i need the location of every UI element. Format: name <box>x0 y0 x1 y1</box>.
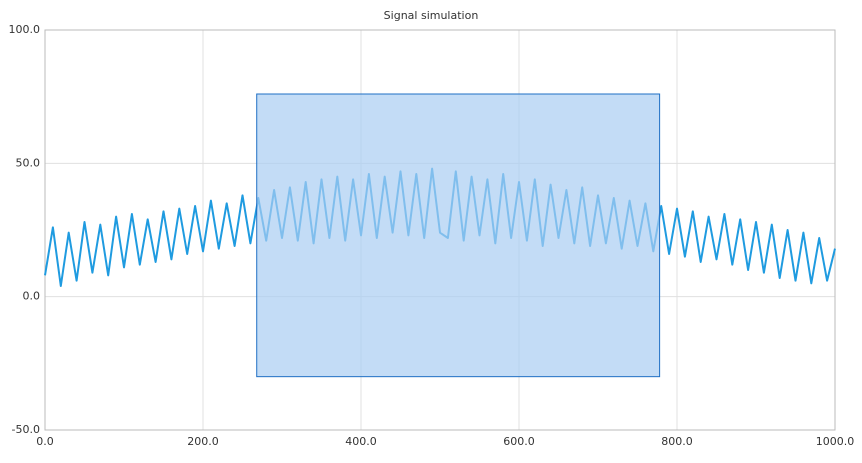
x-tick-label: 0.0 <box>36 435 54 448</box>
x-tick-label: 600.0 <box>503 435 535 448</box>
y-tick-label: -50.0 <box>12 423 40 436</box>
selection-region <box>256 93 661 378</box>
chart-title: Signal simulation <box>384 9 479 22</box>
x-tick-label: 1000.0 <box>816 435 855 448</box>
x-tick-label: 400.0 <box>345 435 377 448</box>
x-tick-label: 800.0 <box>661 435 693 448</box>
x-tick-label: 200.0 <box>187 435 219 448</box>
y-tick-label: 0.0 <box>23 290 41 303</box>
plot-frame <box>44 29 836 431</box>
y-tick-label: 50.0 <box>16 156 41 169</box>
y-tick-label: 100.0 <box>9 23 41 36</box>
